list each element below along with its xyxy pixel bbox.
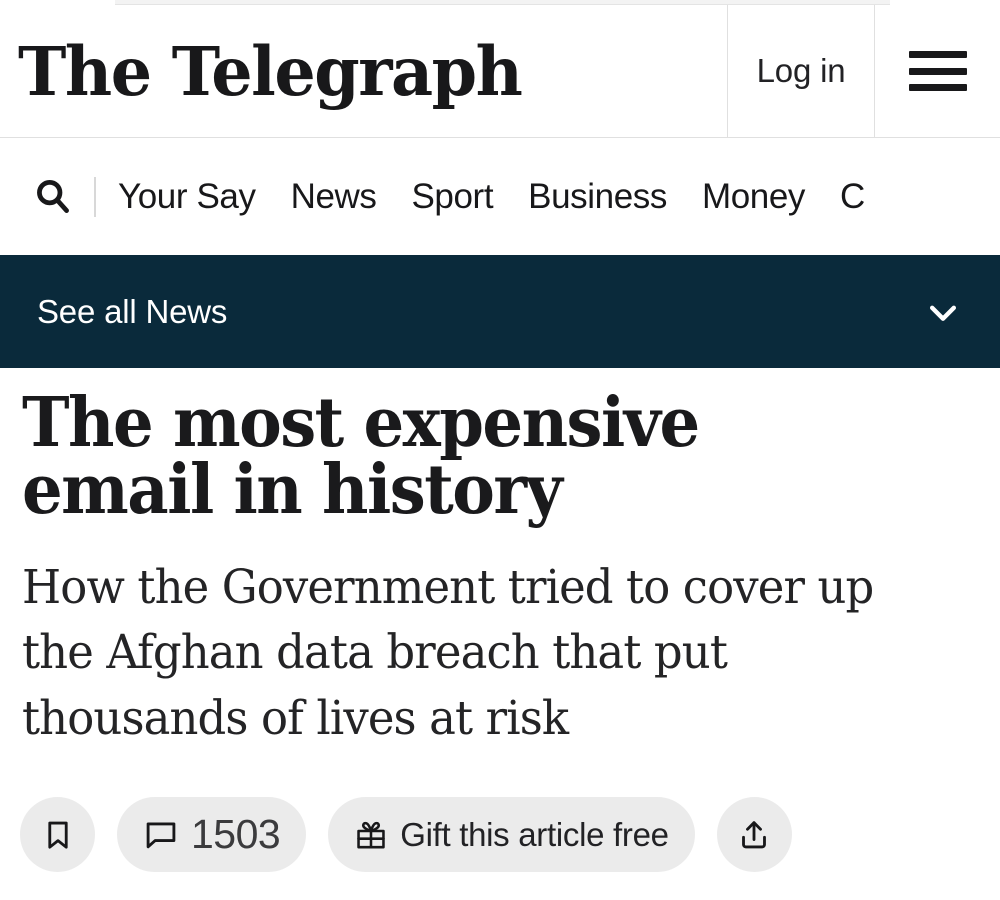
primary-navigation: Your Say News Sport Business Money C (0, 138, 1000, 255)
article-action-bar: 1503 Gift this article free (20, 797, 792, 872)
nav-divider (94, 176, 96, 217)
nav-item-sport[interactable]: Sport (411, 176, 494, 216)
site-logo-link[interactable]: The Telegraph (0, 5, 727, 137)
gift-icon (357, 821, 385, 848)
article-header: The most expensive email in history How … (0, 368, 1000, 752)
comment-icon (146, 821, 176, 848)
comments-button[interactable]: 1503 (117, 797, 307, 872)
gift-article-label: Gift this article free (400, 816, 669, 853)
share-button[interactable] (716, 797, 792, 872)
masthead: The Telegraph Log in (0, 5, 1000, 138)
chevron-down-icon (930, 305, 956, 321)
section-expand-button[interactable] (920, 289, 966, 335)
nav-item-money[interactable]: Money (701, 176, 806, 216)
bookmark-icon (47, 821, 68, 849)
nav-item-your-say[interactable]: Your Say (118, 176, 256, 216)
share-upload-icon (742, 820, 767, 848)
nav-item-business[interactable]: Business (528, 176, 667, 216)
nav-item-news[interactable]: News (290, 176, 377, 216)
article-headline: The most expensive email in history (22, 383, 700, 531)
telegraph-wordmark: The Telegraph (18, 31, 523, 111)
search-icon (37, 179, 69, 213)
section-bar-label: See all News (37, 292, 228, 330)
section-bar[interactable]: See all News (0, 255, 1000, 368)
gift-article-button[interactable]: Gift this article free (328, 797, 695, 872)
search-button[interactable] (30, 174, 76, 220)
nav-links: Your Say News Sport Business Money C (118, 177, 1000, 217)
menu-button[interactable] (875, 5, 1000, 137)
hamburger-menu-icon (908, 51, 967, 91)
comment-count: 1503 (191, 811, 281, 857)
login-label: Log in (756, 52, 846, 89)
login-button[interactable]: Log in (727, 5, 875, 137)
top-scroll-strip (115, 0, 890, 5)
nav-item-truncated[interactable]: C (840, 176, 865, 216)
bookmark-button[interactable] (20, 797, 95, 872)
article-standfirst: How the Government tried to cover up the… (22, 559, 874, 747)
